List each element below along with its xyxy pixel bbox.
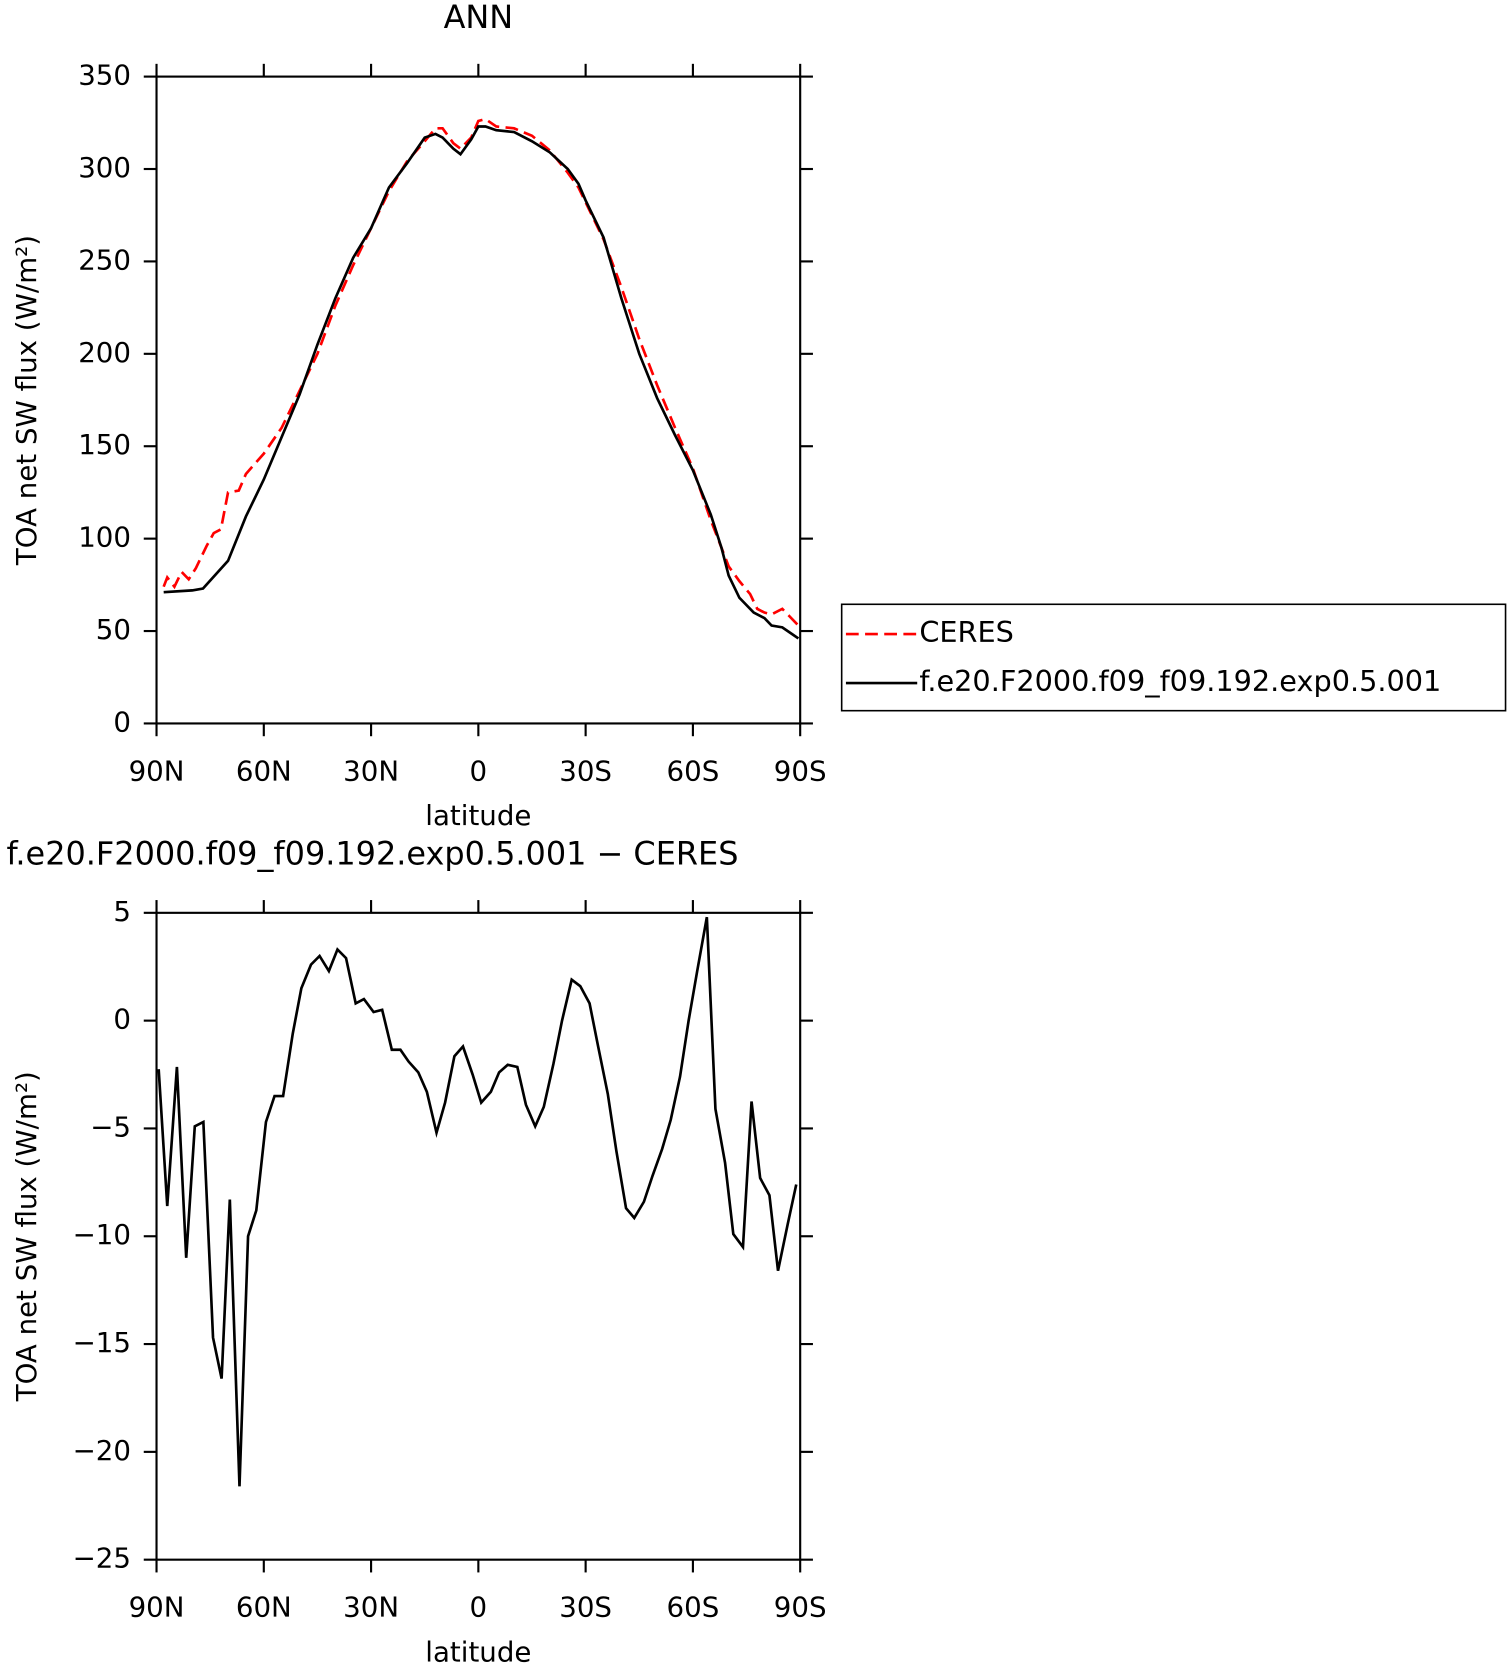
data-line: [163, 125, 800, 640]
x-tick-label: 30N: [343, 1591, 399, 1624]
y-tick-label: −15: [73, 1326, 131, 1359]
legend-label: CERES: [919, 615, 1014, 649]
y-tick-label: 200: [78, 336, 131, 369]
y-tick-label: 5: [113, 895, 131, 928]
x-tick-label: 90S: [774, 1591, 827, 1624]
y-tick-label: 0: [113, 705, 131, 738]
y-tick-label: 300: [78, 151, 131, 184]
x-tick-label: 30S: [559, 1591, 612, 1624]
x-tick-label: 60S: [667, 1591, 720, 1624]
y-tick-label: −25: [73, 1542, 131, 1575]
y-tick-label: 0: [113, 1003, 131, 1036]
data-line: [157, 916, 798, 1487]
y-tick-label: 350: [78, 59, 131, 92]
y-tick-label: −20: [73, 1434, 131, 1467]
x-tick-label: 30S: [559, 754, 612, 787]
x-axis-label: latitude: [425, 799, 531, 832]
y-tick-label: 50: [96, 613, 131, 646]
x-tick-label: 90N: [129, 1591, 185, 1624]
x-tick-label: 60N: [236, 754, 292, 787]
chart-title: ANN: [444, 0, 514, 36]
y-axis-label: TOA net SW flux (W/m²): [10, 235, 43, 566]
legend-box: [840, 603, 1507, 712]
x-axis-label: latitude: [425, 1635, 531, 1665]
legend-label: f.e20.F2000.f09_f09.192.exp0.5.001: [919, 664, 1441, 698]
plot-frame: [155, 75, 802, 725]
chart-title: f.e20.F2000.f09_f09.192.exp0.5.001 − CER…: [7, 834, 739, 872]
y-tick-label: 250: [78, 243, 131, 276]
y-axis-label: TOA net SW flux (W/m²): [10, 1071, 43, 1402]
x-tick-label: 60S: [667, 754, 720, 787]
x-tick-label: 30N: [343, 754, 399, 787]
x-tick-label: 90S: [774, 754, 827, 787]
data-line: [162, 117, 800, 627]
x-tick-label: 0: [470, 754, 488, 787]
x-tick-label: 0: [470, 1591, 488, 1624]
y-tick-label: 150: [78, 428, 131, 461]
y-tick-label: −10: [73, 1218, 131, 1251]
x-tick-label: 90N: [129, 754, 185, 787]
plot-frame: [155, 911, 802, 1561]
y-tick-label: −5: [90, 1110, 131, 1143]
y-tick-label: 100: [78, 521, 131, 554]
x-tick-label: 60N: [236, 1591, 292, 1624]
